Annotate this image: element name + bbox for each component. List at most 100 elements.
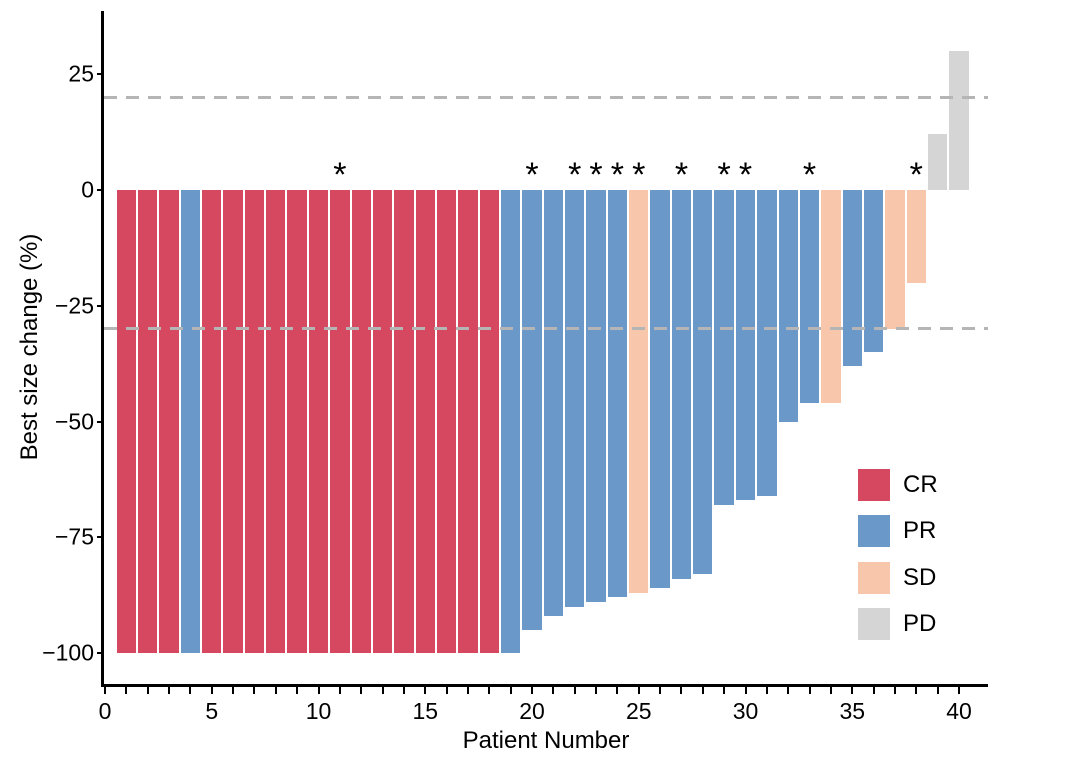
bar-patient-23 [586, 190, 606, 603]
bar-patient-6 [223, 190, 243, 653]
bar-patient-20 [522, 190, 542, 630]
x-axis-tick-4 [189, 687, 192, 694]
y-axis-tick--50 [97, 420, 104, 423]
bar-patient-11 [330, 190, 350, 653]
x-axis-tick-39 [936, 687, 939, 694]
x-axis-label-35: 35 [839, 698, 866, 724]
bar-patient-24 [607, 190, 628, 598]
x-axis-tick-0 [104, 687, 106, 694]
threshold-line-20 [104, 95, 988, 99]
x-axis-tick-32 [787, 687, 790, 694]
bar-patient-33 [799, 190, 820, 403]
bar-patient-5 [202, 190, 222, 653]
asterisk-patient-38: * [909, 156, 923, 194]
bar-patient-38 [906, 190, 926, 283]
legend-swatch-sd [858, 561, 890, 594]
bar-patient-26 [650, 190, 670, 589]
bar-patient-2 [138, 190, 158, 653]
x-axis-tick-15 [424, 687, 427, 694]
y-axis-tick--75 [97, 536, 104, 539]
asterisk-patient-29: * [717, 156, 731, 194]
asterisk-patient-20: * [525, 156, 539, 194]
legend-swatch-pd [858, 607, 890, 640]
asterisk-patient-22: * [568, 156, 582, 194]
x-axis-tick-38 [915, 687, 918, 694]
x-axis-tick-16 [445, 687, 448, 694]
y-axis-label-0: 0 [81, 176, 94, 203]
asterisk-patient-11: * [333, 156, 347, 194]
legend-label-pd: PD [903, 609, 937, 637]
x-axis-tick-9 [296, 687, 299, 694]
bar-patient-27 [671, 190, 692, 579]
y-axis-tick-0 [97, 189, 104, 191]
bar-patient-9 [287, 190, 307, 653]
x-axis-tick-28 [701, 687, 704, 694]
bar-patient-10 [308, 190, 329, 653]
legend-label-pr: PR [903, 517, 937, 545]
bar-patient-3 [159, 190, 179, 653]
asterisk-patient-23: * [589, 156, 603, 194]
bar-patient-17 [458, 190, 478, 653]
x-axis-tick-31 [765, 687, 768, 694]
bar-patient-14 [394, 190, 414, 653]
bar-patient-31 [757, 190, 777, 496]
bar-patient-1 [116, 190, 137, 653]
x-axis-tick-14 [402, 687, 405, 694]
x-axis-tick-27 [680, 687, 683, 694]
x-axis-tick-5 [210, 687, 213, 694]
bar-patient-40 [949, 51, 969, 190]
bar-patient-13 [372, 190, 393, 653]
x-axis-tick-29 [723, 687, 726, 694]
x-axis-tick-10 [317, 687, 320, 694]
y-axis-tick--100 [97, 652, 104, 654]
x-axis-tick-1 [125, 687, 128, 694]
y-axis-label--100: −100 [42, 639, 94, 666]
bar-patient-30 [735, 190, 756, 501]
x-axis-tick-17 [466, 687, 469, 694]
x-axis-tick-33 [808, 687, 811, 694]
bar-patient-4 [180, 190, 201, 653]
x-axis-tick-26 [659, 687, 662, 694]
x-axis-label-20: 20 [519, 698, 545, 724]
bar-patient-8 [266, 190, 286, 653]
bar-patient-16 [436, 190, 457, 653]
x-axis-tick-24 [616, 687, 619, 694]
x-axis-label-15: 15 [412, 698, 439, 724]
x-axis-tick-23 [595, 687, 598, 694]
bar-patient-15 [415, 190, 435, 653]
x-axis-tick-21 [552, 687, 555, 694]
x-axis-tick-6 [232, 687, 235, 694]
bar-patient-12 [351, 190, 371, 653]
x-axis-label-30: 30 [732, 698, 759, 724]
y-axis-tick-25 [97, 73, 104, 76]
x-axis-tick-35 [851, 687, 854, 694]
x-axis-label-40: 40 [946, 698, 972, 724]
bar-patient-28 [693, 190, 713, 575]
x-axis-label-25: 25 [625, 698, 652, 724]
x-axis-tick-36 [872, 687, 875, 694]
x-axis-tick-40 [958, 687, 960, 694]
x-axis-tick-30 [744, 687, 747, 694]
threshold-line--30 [104, 327, 988, 331]
legend-label-sd: SD [903, 563, 937, 591]
x-axis-tick-2 [146, 687, 149, 694]
asterisk-patient-33: * [802, 156, 817, 194]
bar-patient-35 [842, 190, 862, 366]
asterisk-patient-25: * [632, 156, 646, 194]
x-axis-tick-3 [168, 687, 171, 694]
legend-swatch-pr [858, 515, 890, 548]
x-axis-tick-7 [253, 687, 256, 694]
x-axis-tick-37 [893, 687, 896, 694]
x-axis-tick-19 [509, 687, 512, 694]
x-axis-label-10: 10 [305, 698, 332, 724]
bar-patient-37 [885, 190, 905, 329]
bar-patient-7 [244, 190, 265, 653]
x-axis-tick-11 [338, 687, 341, 694]
x-axis-line [101, 684, 988, 687]
y-axis-tick--25 [97, 304, 104, 307]
x-axis-tick-20 [531, 687, 533, 694]
bar-patient-34 [821, 190, 841, 403]
y-axis-label--50: −50 [54, 408, 94, 434]
bar-patient-21 [543, 190, 564, 616]
